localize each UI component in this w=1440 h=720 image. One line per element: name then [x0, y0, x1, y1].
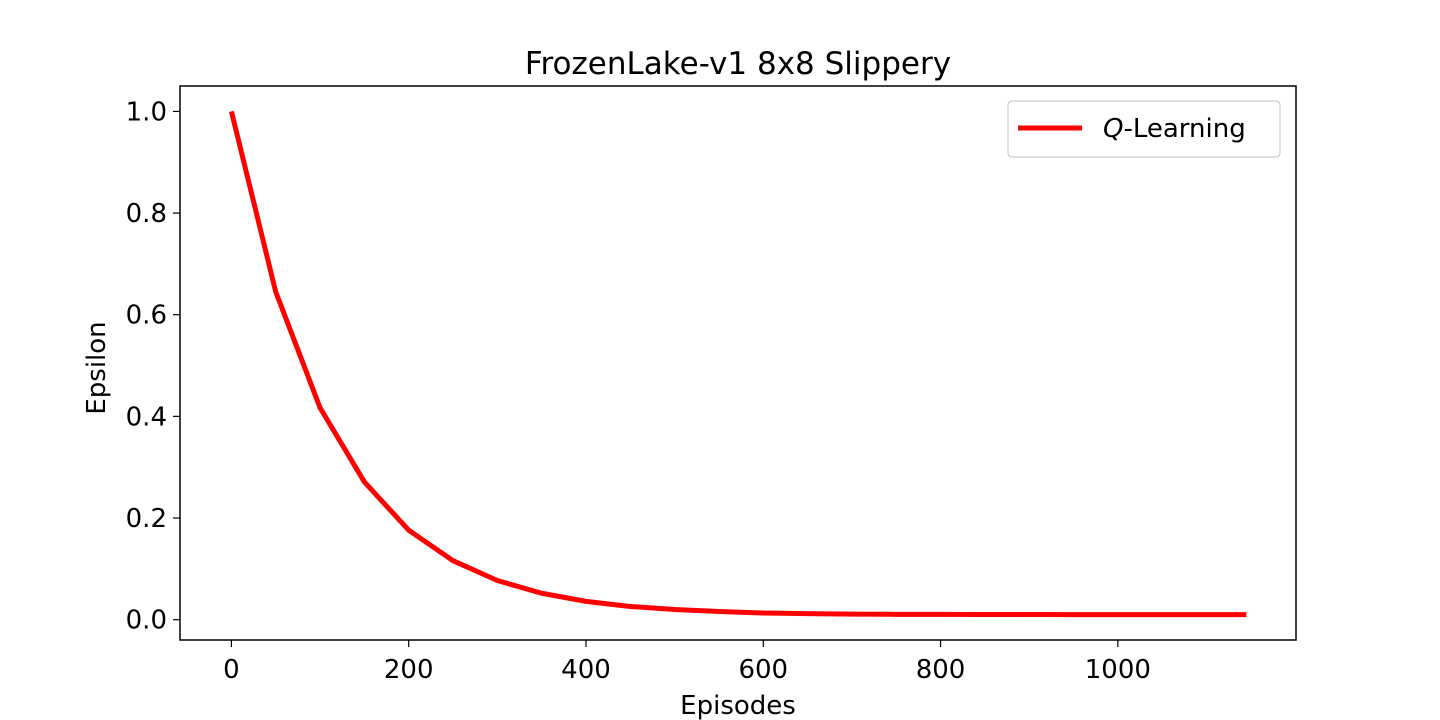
series-layer	[228, 110, 1247, 618]
legend-box	[1007, 100, 1281, 158]
y-tick-label: 0.8	[126, 199, 167, 229]
chart-title: FrozenLake-v1 8x8 Slippery	[525, 46, 951, 82]
y-axis: 0.0 0.2 0.4 0.6 0.8 1.0	[126, 97, 180, 636]
plot-area-frame	[179, 85, 1297, 641]
x-axis-label: Episodes	[680, 691, 796, 720]
x-tick-label: 1000	[1085, 655, 1151, 685]
x-tick-label: 600	[738, 655, 788, 685]
legend-label-rest: -Learning	[1123, 114, 1245, 144]
y-tick-label: 0.4	[126, 402, 167, 432]
legend-label: Q-Learning	[1103, 114, 1246, 144]
y-tick-label: 1.0	[126, 97, 167, 127]
x-tick-label: 400	[561, 655, 611, 685]
legend-label-italic: Q	[1103, 114, 1123, 144]
y-tick-label: 0.2	[126, 504, 167, 534]
legend: Q-Learning	[1007, 100, 1281, 158]
x-tick-label: 0	[223, 655, 240, 685]
y-tick-label: 0.6	[126, 301, 167, 331]
series-line-0	[228, 110, 1247, 618]
x-tick-label: 200	[384, 655, 434, 685]
x-tick-label: 800	[916, 655, 966, 685]
y-axis-label: Epsilon	[82, 321, 112, 414]
x-axis: 0 200 400 600 800 1000	[223, 640, 1151, 685]
y-tick-label: 0.0	[126, 606, 167, 636]
